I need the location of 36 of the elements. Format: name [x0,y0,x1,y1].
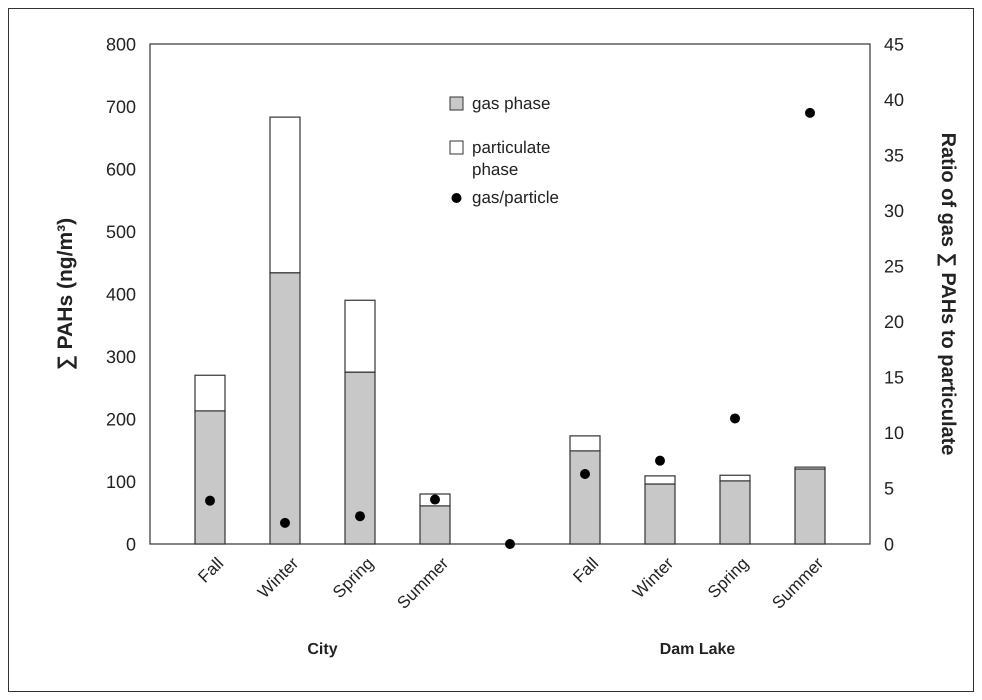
point [805,108,815,118]
y-tick-label: 500 [106,222,136,242]
point [505,539,515,549]
legend-label: particulate phase [472,138,550,179]
y-tick-label: 700 [106,96,136,117]
y2-tick-label: 0 [884,534,894,554]
y2-tick-label: 45 [884,34,904,54]
y-tick-label: 0 [126,534,136,554]
y-tick-label: 800 [106,34,136,54]
legend-label: gas phase [472,94,550,113]
y-tick-label: 300 [106,346,136,367]
y-tick-label: 600 [106,159,136,180]
point [580,469,590,479]
text: Dam Lake [660,641,736,658]
legend-label: gas/particle [472,188,559,207]
point [655,456,665,466]
y-tick-label: 400 [106,284,136,304]
x-tick-label: Fall [569,554,602,587]
point [355,511,365,522]
y2-tick-label: 40 [884,90,904,110]
y-tick-label: 100 [106,472,136,492]
y2-tick-label: 30 [884,200,904,221]
y2-tick-label: 10 [884,423,904,444]
y2-tick-label: 25 [884,256,904,277]
point [280,518,290,528]
point [205,496,215,506]
x-tick-label: Fall [194,554,228,587]
y-axis-title: ∑ PAHs (ng/m³) [54,218,77,370]
point [730,413,740,424]
y2-tick-label: 20 [884,312,904,332]
text: City [307,641,338,658]
y2-tick-label: 15 [884,368,904,388]
y2-axis-title: Ratio of gas ∑ PAHs to particulate [937,132,959,456]
y2-tick-label: 5 [884,478,894,499]
y-tick-label: 200 [106,409,136,430]
y2-tick-label: 35 [884,145,904,166]
